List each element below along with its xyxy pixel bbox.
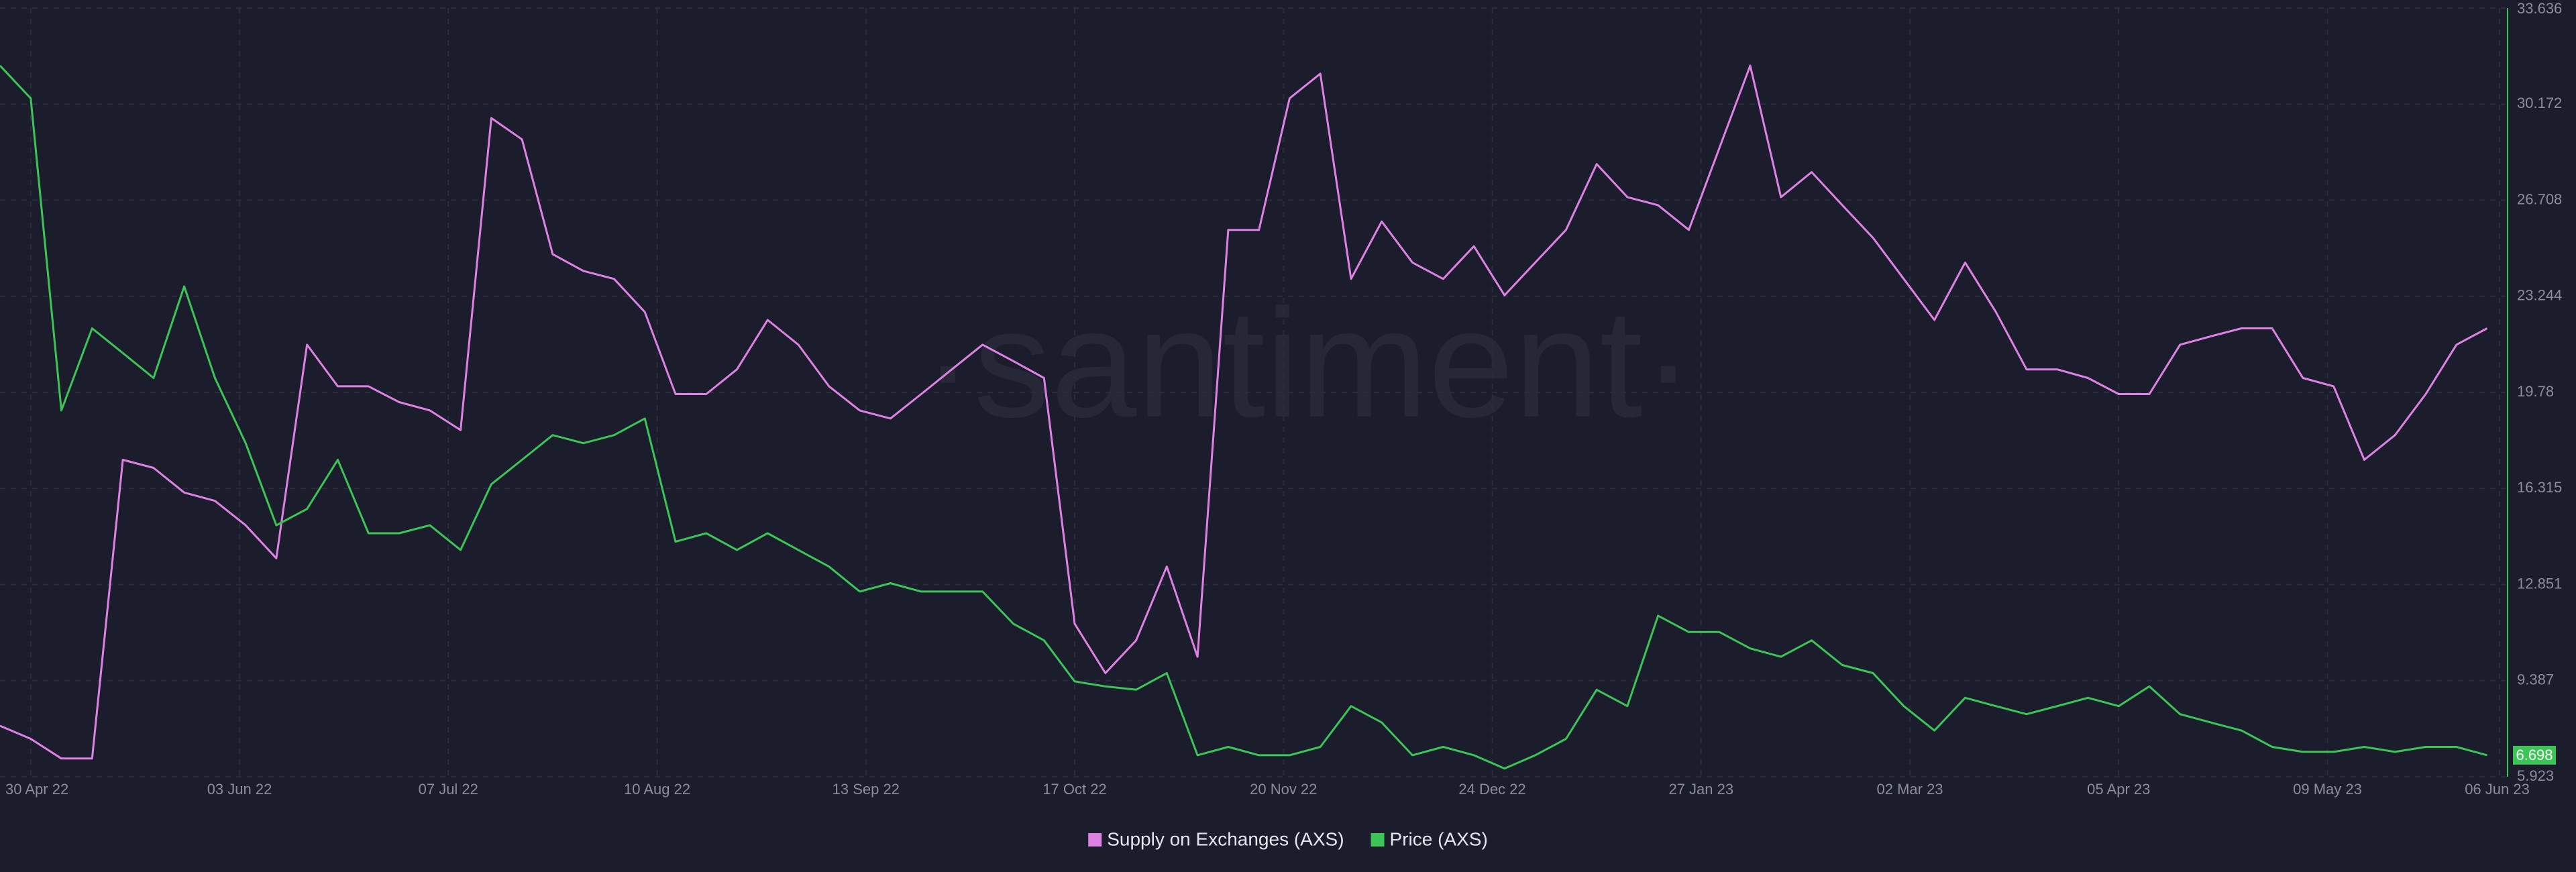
- current-value-badge: [2513, 745, 2556, 765]
- legend: Supply on Exchanges (AXS) Price (AXS): [1088, 828, 1488, 849]
- legend-label: Supply on Exchanges (AXS): [1107, 828, 1344, 849]
- y-tick-label: 30.172: [2517, 95, 2562, 111]
- current-value-label: 6.698: [2516, 747, 2553, 763]
- legend-label: Price (AXS): [1390, 828, 1488, 849]
- watermark: ·santiment·: [922, 277, 1694, 449]
- x-tick-label: 20 Nov 22: [1250, 781, 1317, 798]
- x-tick-label: 02 Mar 23: [1876, 781, 1943, 798]
- x-tick-label: 09 May 23: [2293, 781, 2362, 798]
- x-tick-label: 05 Apr 23: [2087, 781, 2150, 798]
- y-tick-label: 23.244: [2517, 287, 2562, 304]
- y-tick-label: 5.923: [2517, 767, 2554, 784]
- legend-swatch: [1371, 833, 1385, 847]
- x-tick-label: 30 Apr 22: [5, 781, 68, 798]
- x-tick-label: 24 Dec 22: [1458, 781, 1525, 798]
- legend-item: Supply on Exchanges (AXS): [1088, 828, 1344, 849]
- y-tick-label: 19.78: [2517, 383, 2554, 400]
- x-tick-label: 17 Oct 22: [1042, 781, 1106, 798]
- series-line: [0, 64, 2488, 760]
- y-tick-label: 33.636: [2517, 0, 2562, 17]
- y-tick-label: 9.387: [2517, 671, 2554, 688]
- y-tick-label: 16.315: [2517, 479, 2562, 496]
- series-line: [0, 64, 2487, 770]
- x-tick-label: 07 Jul 22: [419, 781, 478, 798]
- legend-swatch: [1088, 833, 1102, 847]
- y-tick-label: 26.708: [2517, 190, 2562, 207]
- x-tick-label: 10 Aug 22: [624, 781, 690, 798]
- legend-item: Price (AXS): [1371, 828, 1488, 849]
- x-tick-label: 27 Jan 23: [1668, 781, 1733, 798]
- x-tick-label: 06 Jun 23: [2465, 781, 2530, 798]
- x-tick-label: 13 Sep 22: [833, 781, 900, 798]
- y-tick-label: 12.851: [2517, 575, 2562, 592]
- x-tick-label: 03 Jun 22: [207, 781, 272, 798]
